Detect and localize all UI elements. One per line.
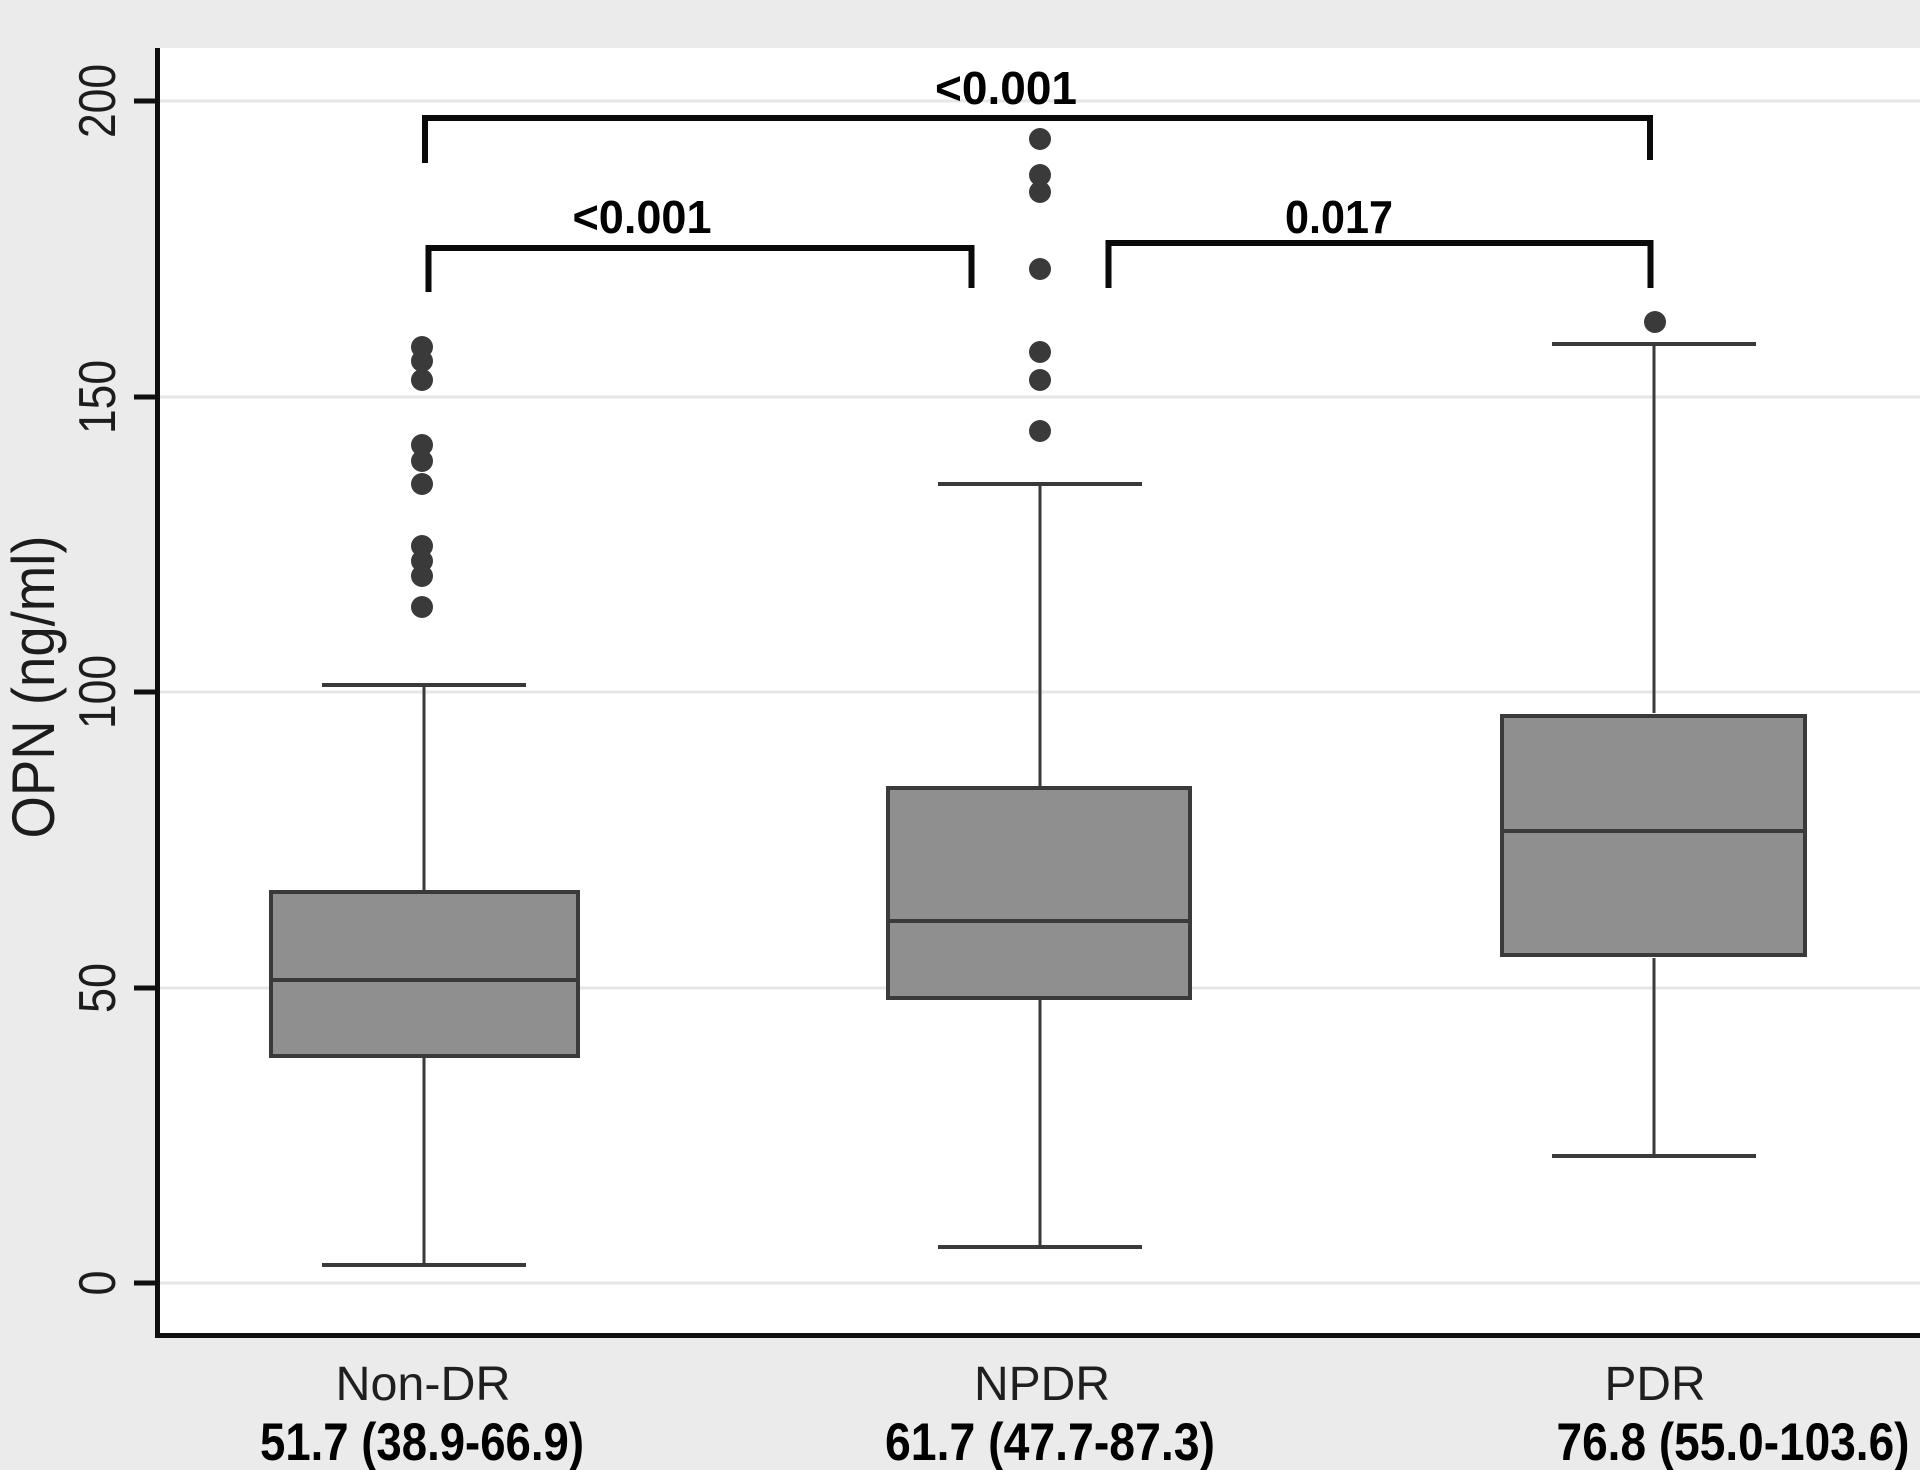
svg-text:<0.001: <0.001 [573, 191, 712, 243]
svg-text:Non-DR: Non-DR [336, 1358, 511, 1411]
svg-text:<0.001: <0.001 [935, 62, 1077, 114]
svg-text:OPN (ng/ml): OPN (ng/ml) [0, 536, 67, 839]
svg-text:61.7 (47.7-87.3): 61.7 (47.7-87.3) [885, 1413, 1215, 1470]
svg-text:200: 200 [69, 64, 127, 138]
svg-text:100: 100 [69, 655, 127, 729]
svg-text:NPDR: NPDR [974, 1358, 1110, 1411]
svg-text:0.017: 0.017 [1285, 191, 1393, 243]
svg-text:50: 50 [69, 963, 127, 1013]
svg-text:150: 150 [69, 360, 127, 434]
svg-text:0: 0 [69, 1271, 127, 1296]
svg-text:76.8 (55.0-103.6): 76.8 (55.0-103.6) [1557, 1413, 1910, 1470]
svg-text:PDR: PDR [1605, 1358, 1706, 1411]
svg-text:51.7 (38.9-66.9): 51.7 (38.9-66.9) [260, 1413, 584, 1470]
